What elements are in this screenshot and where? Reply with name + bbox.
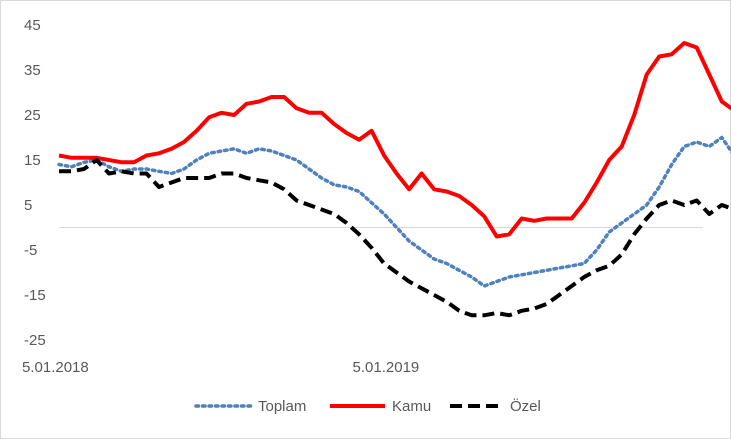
legend-label: Kamu bbox=[392, 398, 431, 415]
legend: Toplam Kamu Özel bbox=[194, 397, 541, 415]
legend-label: Toplam bbox=[258, 398, 306, 415]
legend-label: Özel bbox=[510, 397, 541, 415]
y-axis-tick-labels: 45 35 25 15 5 -5 -15 -25 bbox=[24, 17, 46, 349]
y-tick-label: 45 bbox=[24, 17, 41, 34]
series-line-toplam bbox=[57, 135, 731, 288]
y-tick-label: 5 bbox=[24, 197, 32, 214]
series-line-kamu bbox=[58, 41, 731, 239]
y-tick-label: -15 bbox=[24, 287, 46, 304]
y-tick-label: -25 bbox=[24, 332, 46, 349]
x-tick-label: 5.01.2019 bbox=[353, 359, 420, 376]
y-tick-label: 25 bbox=[24, 107, 41, 124]
series-line--zel bbox=[59, 158, 731, 318]
series-lines bbox=[57, 41, 731, 318]
y-tick-label: 35 bbox=[24, 62, 41, 79]
x-axis-tick-labels: 5.01.2018 5.01.2019 bbox=[22, 359, 419, 376]
y-tick-label: -5 bbox=[24, 242, 37, 259]
x-tick-label: 5.01.2018 bbox=[22, 359, 89, 376]
y-tick-label: 15 bbox=[24, 152, 41, 169]
